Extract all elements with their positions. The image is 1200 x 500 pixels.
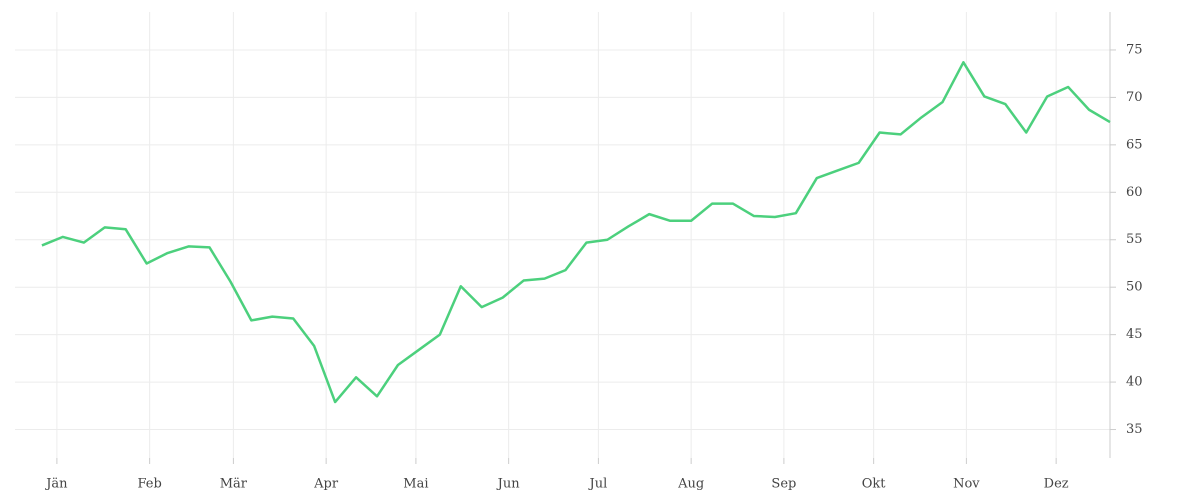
line-series xyxy=(41,61,1111,404)
x-tick-label: Aug xyxy=(677,477,704,492)
x-tick-label: Nov xyxy=(953,477,980,492)
x-tick-label: Okt xyxy=(862,477,887,492)
y-tick-label: 50 xyxy=(1126,280,1143,295)
x-tick-label: Jun xyxy=(496,477,521,492)
x-tick-label: Feb xyxy=(137,477,161,492)
x-tick-label: Dez xyxy=(1044,477,1069,492)
x-tick-label: Jul xyxy=(588,477,608,492)
x-tick-label: Mai xyxy=(403,477,428,492)
y-tick-label: 45 xyxy=(1126,327,1143,342)
y-tick-label: 65 xyxy=(1126,137,1143,152)
y-tick-label: 75 xyxy=(1126,42,1143,57)
x-tick-label: Sep xyxy=(771,477,796,492)
x-tick-label: Jän xyxy=(44,477,68,492)
y-tick-label: 40 xyxy=(1126,375,1143,390)
y-tick-label: 60 xyxy=(1126,185,1143,200)
x-tick-label: Mär xyxy=(220,477,248,492)
y-tick-label: 35 xyxy=(1126,422,1143,437)
y-tick-label: 55 xyxy=(1126,232,1143,247)
x-tick-label: Apr xyxy=(313,477,339,492)
y-tick-label: 70 xyxy=(1126,90,1143,105)
